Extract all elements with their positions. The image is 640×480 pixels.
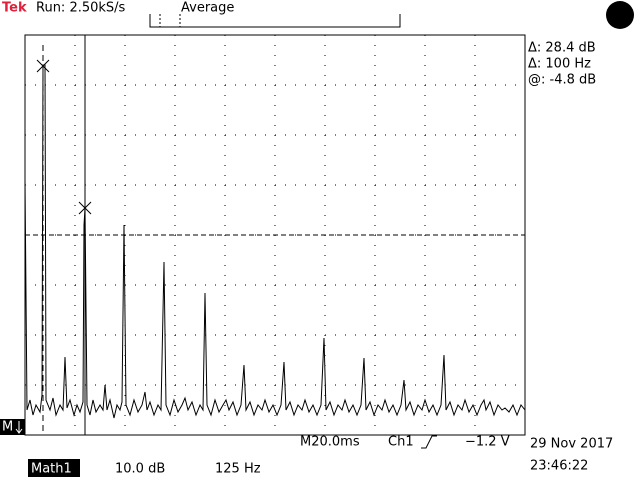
readout: Δ: 100 Hz xyxy=(528,57,591,72)
math-label: Math1 xyxy=(31,462,72,477)
math-span: 125 Hz xyxy=(215,462,261,477)
brand: Tek xyxy=(2,1,27,16)
acquisition-mode: Average xyxy=(181,1,234,16)
math-badge xyxy=(28,459,80,477)
time: 23:46:22 xyxy=(530,459,588,474)
timebase: M20.0ms xyxy=(300,435,360,450)
acquisition-status: Run: 2.50kS/s xyxy=(36,1,126,16)
channel: Ch1 xyxy=(388,435,414,450)
date: 29 Nov 2017 xyxy=(530,437,613,452)
readout: Δ: 28.4 dB xyxy=(528,41,596,56)
marker-arrow xyxy=(15,421,23,434)
marker-label: M xyxy=(2,420,13,435)
record-bracket xyxy=(149,14,401,28)
trigger-slope xyxy=(421,435,437,449)
status-indicator xyxy=(606,1,634,29)
trigger-level: −1.2 V xyxy=(465,435,510,450)
math-scale: 10.0 dB xyxy=(115,462,165,477)
readout: @: -4.8 dB xyxy=(528,73,596,88)
spectrum-trace xyxy=(24,64,526,435)
